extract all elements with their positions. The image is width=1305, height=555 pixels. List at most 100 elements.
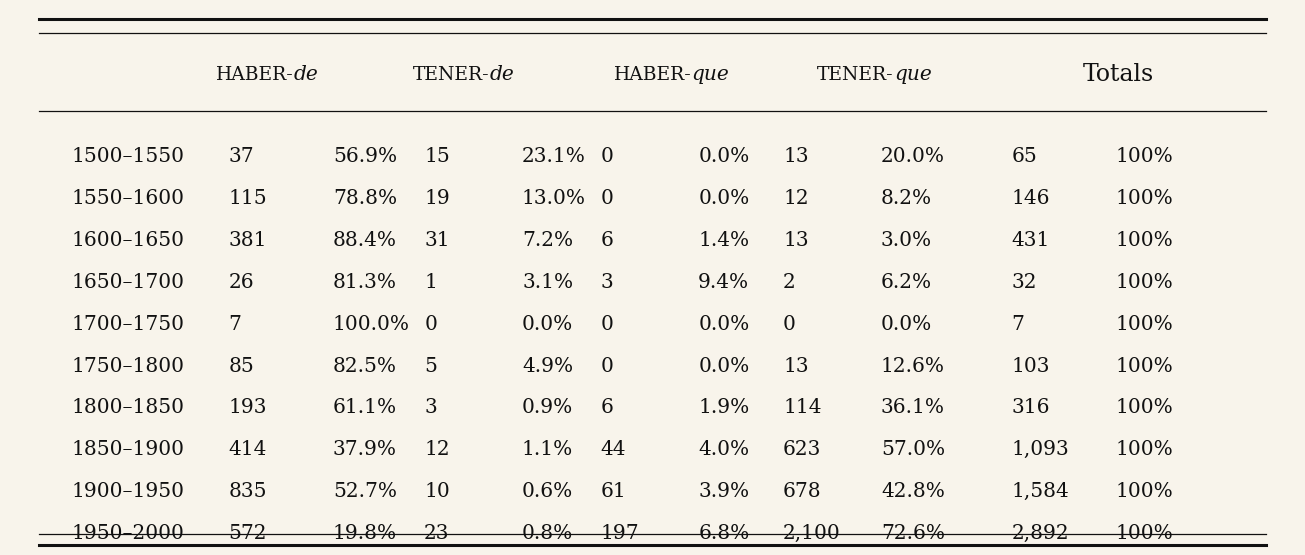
Text: 572: 572 bbox=[228, 524, 268, 543]
Text: 0.6%: 0.6% bbox=[522, 482, 573, 501]
Text: 81.3%: 81.3% bbox=[333, 273, 397, 292]
Text: 1850–1900: 1850–1900 bbox=[72, 440, 185, 460]
Text: 4.0%: 4.0% bbox=[698, 440, 749, 460]
Text: HABER-: HABER- bbox=[215, 66, 294, 84]
Text: 19.8%: 19.8% bbox=[333, 524, 397, 543]
Text: TENER-: TENER- bbox=[817, 66, 894, 84]
Text: 44: 44 bbox=[600, 440, 626, 460]
Text: 13: 13 bbox=[783, 147, 809, 166]
Text: 0: 0 bbox=[424, 315, 437, 334]
Text: 78.8%: 78.8% bbox=[333, 189, 397, 208]
Text: 114: 114 bbox=[783, 398, 822, 417]
Text: HABER-: HABER- bbox=[613, 66, 692, 84]
Text: 82.5%: 82.5% bbox=[333, 356, 397, 376]
Text: 1500–1550: 1500–1550 bbox=[72, 147, 185, 166]
Text: 61: 61 bbox=[600, 482, 626, 501]
Text: 0.0%: 0.0% bbox=[698, 147, 749, 166]
Text: TENER-: TENER- bbox=[412, 66, 489, 84]
Text: 0.0%: 0.0% bbox=[522, 315, 573, 334]
Text: 57.0%: 57.0% bbox=[881, 440, 945, 460]
Text: 23.1%: 23.1% bbox=[522, 147, 586, 166]
Text: 1: 1 bbox=[424, 273, 437, 292]
Text: 2,892: 2,892 bbox=[1011, 524, 1069, 543]
Text: 100%: 100% bbox=[1116, 356, 1173, 376]
Text: 1,093: 1,093 bbox=[1011, 440, 1069, 460]
Text: 1600–1650: 1600–1650 bbox=[72, 231, 185, 250]
Text: 1750–1800: 1750–1800 bbox=[72, 356, 185, 376]
Text: 0.0%: 0.0% bbox=[698, 189, 749, 208]
Text: 12.6%: 12.6% bbox=[881, 356, 945, 376]
Text: de: de bbox=[489, 65, 514, 84]
Text: 0: 0 bbox=[783, 315, 796, 334]
Text: 431: 431 bbox=[1011, 231, 1049, 250]
Text: 381: 381 bbox=[228, 231, 268, 250]
Text: 193: 193 bbox=[228, 398, 268, 417]
Text: 3.9%: 3.9% bbox=[698, 482, 749, 501]
Text: 1.1%: 1.1% bbox=[522, 440, 573, 460]
Text: que: que bbox=[894, 65, 932, 84]
Text: Totals: Totals bbox=[1083, 63, 1155, 87]
Text: 5: 5 bbox=[424, 356, 437, 376]
Text: 8.2%: 8.2% bbox=[881, 189, 932, 208]
Text: 7: 7 bbox=[1011, 315, 1024, 334]
Text: 37: 37 bbox=[228, 147, 254, 166]
Text: 15: 15 bbox=[424, 147, 450, 166]
Text: 42.8%: 42.8% bbox=[881, 482, 945, 501]
Text: 52.7%: 52.7% bbox=[333, 482, 397, 501]
Text: 1,584: 1,584 bbox=[1011, 482, 1069, 501]
Text: 0.9%: 0.9% bbox=[522, 398, 573, 417]
Text: 12: 12 bbox=[424, 440, 450, 460]
Text: 1900–1950: 1900–1950 bbox=[72, 482, 185, 501]
Text: 20.0%: 20.0% bbox=[881, 147, 945, 166]
Text: 100.0%: 100.0% bbox=[333, 315, 410, 334]
Text: que: que bbox=[692, 65, 729, 84]
Text: 6.2%: 6.2% bbox=[881, 273, 932, 292]
Text: 0.0%: 0.0% bbox=[698, 356, 749, 376]
Text: 103: 103 bbox=[1011, 356, 1051, 376]
Text: 197: 197 bbox=[600, 524, 639, 543]
Text: 316: 316 bbox=[1011, 398, 1051, 417]
Text: 1550–1600: 1550–1600 bbox=[72, 189, 185, 208]
Text: 12: 12 bbox=[783, 189, 809, 208]
Text: 13: 13 bbox=[783, 231, 809, 250]
Text: 100%: 100% bbox=[1116, 231, 1173, 250]
Text: 56.9%: 56.9% bbox=[333, 147, 397, 166]
Text: 3.0%: 3.0% bbox=[881, 231, 932, 250]
Text: 2,100: 2,100 bbox=[783, 524, 840, 543]
Text: 88.4%: 88.4% bbox=[333, 231, 397, 250]
Text: 100%: 100% bbox=[1116, 315, 1173, 334]
Text: 3: 3 bbox=[600, 273, 613, 292]
Text: 1.4%: 1.4% bbox=[698, 231, 749, 250]
Text: 0: 0 bbox=[600, 147, 613, 166]
Text: 1950–2000: 1950–2000 bbox=[72, 524, 184, 543]
Text: 7: 7 bbox=[228, 315, 241, 334]
Text: 146: 146 bbox=[1011, 189, 1051, 208]
Text: 6: 6 bbox=[600, 398, 613, 417]
Text: 3.1%: 3.1% bbox=[522, 273, 573, 292]
Text: 85: 85 bbox=[228, 356, 254, 376]
Text: 1700–1750: 1700–1750 bbox=[72, 315, 185, 334]
Text: 10: 10 bbox=[424, 482, 450, 501]
Text: 100%: 100% bbox=[1116, 273, 1173, 292]
Text: 1650–1700: 1650–1700 bbox=[72, 273, 185, 292]
Text: 36.1%: 36.1% bbox=[881, 398, 945, 417]
Text: 37.9%: 37.9% bbox=[333, 440, 397, 460]
Text: 13: 13 bbox=[783, 356, 809, 376]
Text: 100%: 100% bbox=[1116, 482, 1173, 501]
Text: de: de bbox=[294, 65, 318, 84]
Text: 100%: 100% bbox=[1116, 524, 1173, 543]
Text: 0.0%: 0.0% bbox=[881, 315, 932, 334]
Text: 678: 678 bbox=[783, 482, 822, 501]
Text: 61.1%: 61.1% bbox=[333, 398, 397, 417]
Text: 6.8%: 6.8% bbox=[698, 524, 749, 543]
Text: 72.6%: 72.6% bbox=[881, 524, 945, 543]
Text: 13.0%: 13.0% bbox=[522, 189, 586, 208]
Text: 4.9%: 4.9% bbox=[522, 356, 573, 376]
Text: 0: 0 bbox=[600, 356, 613, 376]
Text: 835: 835 bbox=[228, 482, 268, 501]
Text: 7.2%: 7.2% bbox=[522, 231, 573, 250]
Text: 9.4%: 9.4% bbox=[698, 273, 749, 292]
Text: 26: 26 bbox=[228, 273, 254, 292]
Text: 623: 623 bbox=[783, 440, 821, 460]
Text: 1.9%: 1.9% bbox=[698, 398, 749, 417]
